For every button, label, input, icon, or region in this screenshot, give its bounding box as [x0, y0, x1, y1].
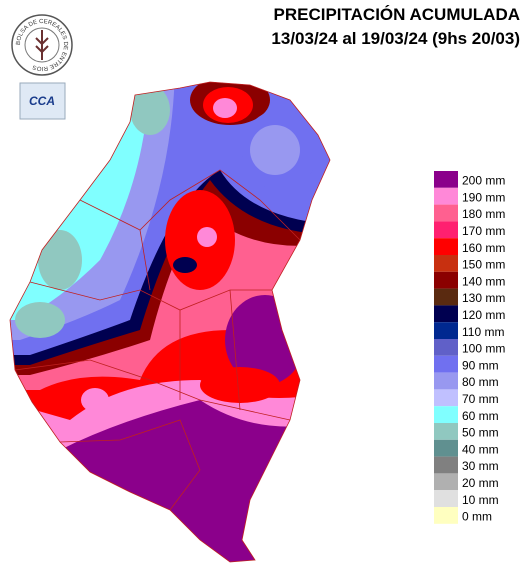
legend-label: 150 mm — [462, 258, 505, 272]
legend-swatch — [434, 305, 458, 323]
legend-swatch — [434, 372, 458, 390]
legend-label: 50 mm — [462, 426, 499, 440]
legend-swatch — [434, 355, 458, 373]
legend-swatch — [434, 389, 458, 407]
legend-label: 140 mm — [462, 274, 505, 288]
legend-swatch — [434, 456, 458, 474]
period: 13/03/24 al 19/03/24 (9hs 20/03) — [271, 29, 520, 48]
legend-swatch — [434, 490, 458, 507]
legend-swatch — [434, 288, 458, 306]
department-borders — [9, 81, 331, 563]
legend-label: 10 mm — [462, 493, 499, 507]
legend-swatch — [434, 473, 458, 491]
bolsa-logo: BOLSA DE CEREALES DE ENTRE RIOS — [11, 14, 73, 76]
legend-label: 60 mm — [462, 409, 499, 423]
legend-label: 90 mm — [462, 358, 499, 372]
legend-swatch — [434, 406, 458, 423]
legend-swatch — [434, 255, 458, 272]
title: PRECIPITACIÓN ACUMULADA — [274, 5, 521, 24]
legend-label: 80 mm — [462, 375, 499, 389]
legend-swatch — [434, 339, 458, 356]
legend: 200 mm 190 mm 180 mm 170 mm 160 mm 150 mm 140 … — [434, 171, 505, 524]
legend-swatch — [434, 423, 458, 440]
legend-swatch — [434, 271, 458, 289]
legend-label: 110 mm — [462, 325, 504, 339]
legend-label: 20 mm — [462, 476, 499, 490]
legend-label: 40 mm — [462, 442, 499, 456]
legend-swatch — [434, 171, 458, 188]
legend-label: 100 mm — [462, 342, 505, 356]
legend-swatch — [434, 221, 458, 239]
precip-map — [10, 82, 330, 562]
legend-swatch — [434, 439, 458, 457]
legend-swatch — [434, 507, 458, 524]
legend-label: 200 mm — [462, 174, 505, 188]
legend-swatch — [434, 322, 458, 339]
legend-label: 30 mm — [462, 459, 499, 473]
legend-swatch — [434, 204, 458, 222]
cca-logo: CCA — [19, 82, 66, 120]
legend-label: 0 mm — [462, 510, 492, 524]
legend-label: 190 mm — [462, 190, 505, 204]
cca-text: CCA — [29, 94, 55, 108]
legend-label: 160 mm — [462, 241, 505, 255]
legend-label: 170 mm — [462, 224, 505, 238]
legend-label: 120 mm — [462, 308, 505, 322]
legend-label: 70 mm — [462, 392, 499, 406]
legend-swatch — [434, 238, 458, 255]
legend-label: 180 mm — [462, 207, 505, 221]
legend-label: 130 mm — [462, 291, 505, 305]
legend-swatch — [434, 187, 458, 205]
